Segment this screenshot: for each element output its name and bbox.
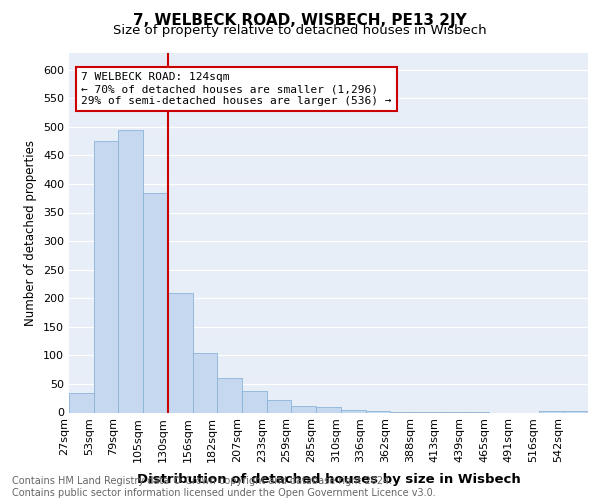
Y-axis label: Number of detached properties: Number of detached properties [25,140,37,326]
Bar [217,378,242,412]
Bar [292,406,316,412]
Bar [94,141,118,412]
Bar [267,400,292,412]
Bar [193,352,217,412]
Bar [539,411,563,412]
Bar [563,411,588,412]
Bar [341,410,365,412]
Text: Size of property relative to detached houses in Wisbech: Size of property relative to detached ho… [113,24,487,37]
Text: Contains HM Land Registry data © Crown copyright and database right 2024.
Contai: Contains HM Land Registry data © Crown c… [12,476,436,498]
Bar [143,192,168,412]
Bar [168,292,193,412]
Text: 7, WELBECK ROAD, WISBECH, PE13 2JY: 7, WELBECK ROAD, WISBECH, PE13 2JY [133,12,467,28]
Bar [69,392,94,412]
Bar [118,130,143,412]
Bar [316,407,341,412]
Bar [242,391,267,412]
X-axis label: Distribution of detached houses by size in Wisbech: Distribution of detached houses by size … [137,474,520,486]
Text: 7 WELBECK ROAD: 124sqm
← 70% of detached houses are smaller (1,296)
29% of semi-: 7 WELBECK ROAD: 124sqm ← 70% of detached… [82,72,392,106]
